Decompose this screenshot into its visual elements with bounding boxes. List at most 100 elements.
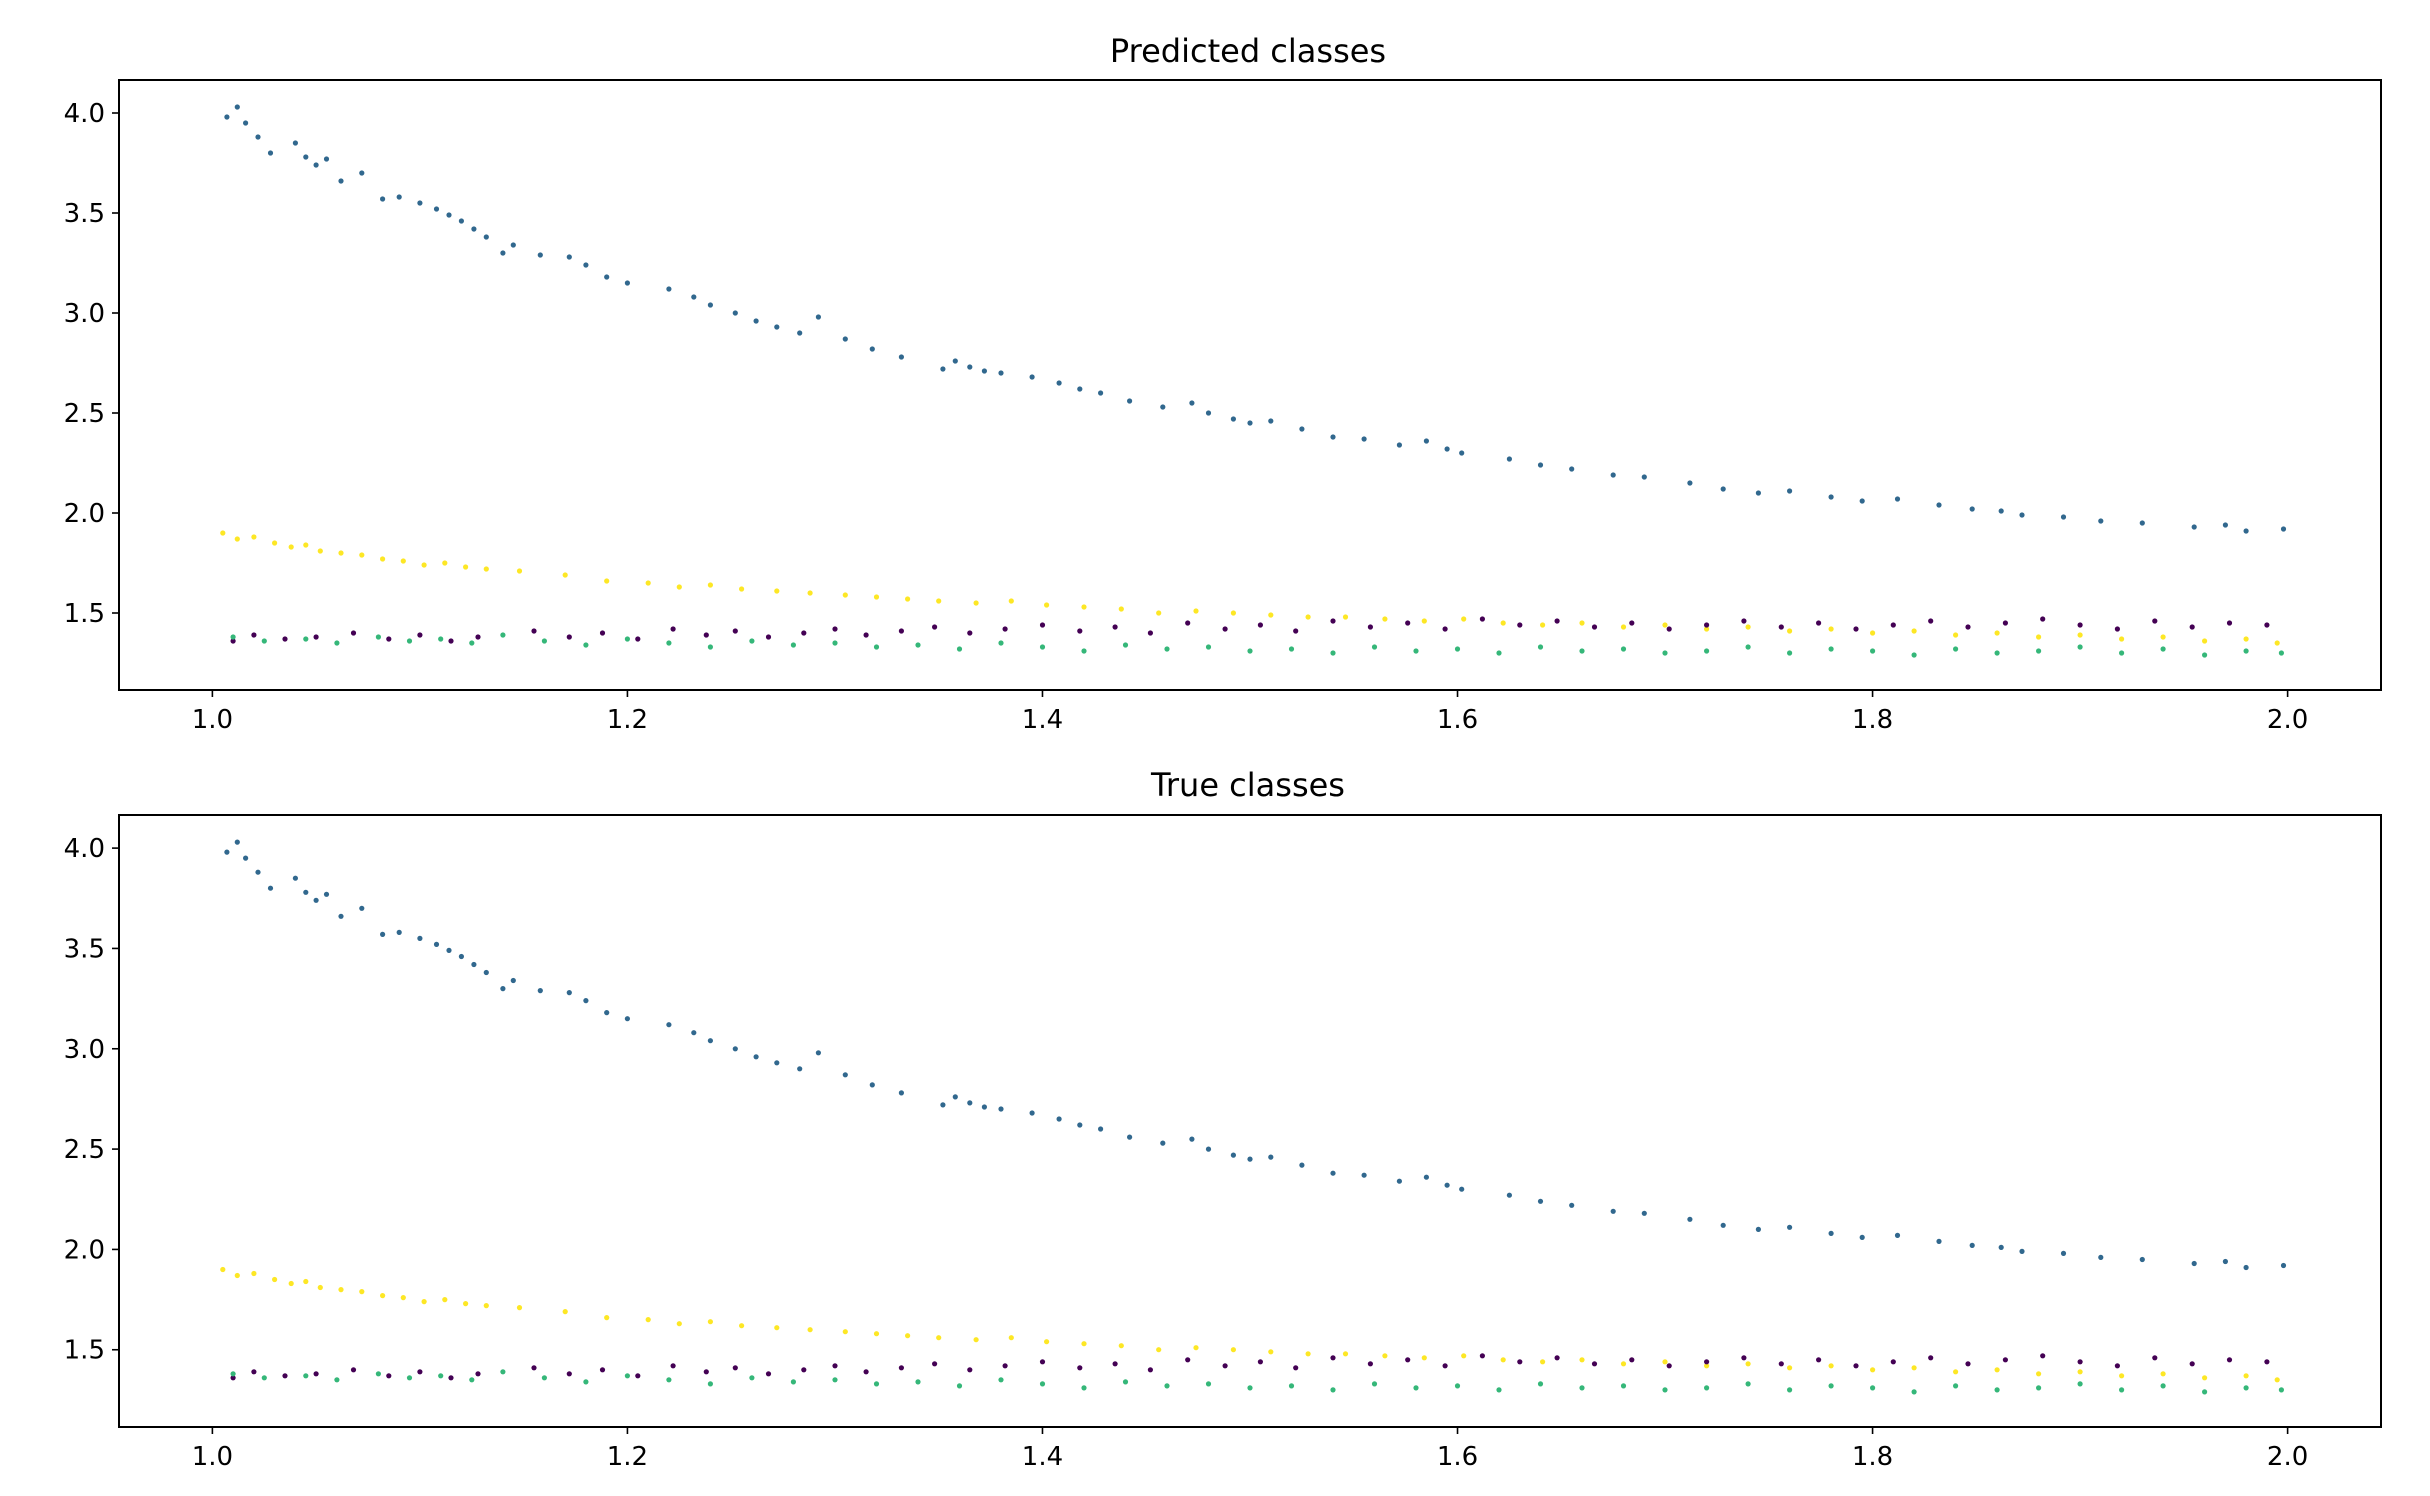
scatter-point bbox=[359, 552, 365, 558]
scatter-point bbox=[510, 242, 516, 248]
scatter-point bbox=[604, 274, 610, 280]
y-tick-label: 2.5 bbox=[64, 1135, 105, 1165]
scatter-point bbox=[666, 640, 672, 646]
scatter-point bbox=[1778, 1361, 1784, 1367]
scatter-point bbox=[442, 1297, 448, 1303]
scatter-point bbox=[842, 1072, 848, 1078]
scatter-point bbox=[1687, 480, 1693, 486]
scatter-point bbox=[2098, 518, 2104, 524]
scatter-point bbox=[1112, 624, 1118, 630]
scatter-point bbox=[458, 953, 464, 960]
y-tick-label: 3.5 bbox=[64, 934, 105, 964]
scatter-point bbox=[500, 632, 506, 638]
scatter-point bbox=[1098, 390, 1104, 396]
scatter-point bbox=[1741, 618, 1747, 624]
scatter-point bbox=[1953, 632, 1959, 638]
scatter-point bbox=[1890, 1359, 1896, 1365]
scatter-point bbox=[1928, 1355, 1934, 1361]
scatter-point bbox=[396, 194, 402, 200]
scatter-point bbox=[1936, 502, 1942, 508]
scatter-point bbox=[2114, 626, 2120, 632]
scatter-point bbox=[1816, 620, 1822, 626]
scatter-point bbox=[707, 582, 714, 588]
scatter-point bbox=[2077, 632, 2083, 638]
scatter-point bbox=[583, 642, 589, 648]
scatter-point bbox=[1039, 644, 1046, 650]
scatter-point bbox=[952, 358, 958, 364]
scatter-point bbox=[1969, 1242, 1975, 1248]
scatter-point bbox=[261, 1375, 267, 1381]
scatter-point bbox=[303, 542, 309, 548]
scatter-point bbox=[2278, 650, 2284, 656]
scatter-point bbox=[282, 1373, 288, 1379]
y-tick-label: 4.0 bbox=[64, 834, 105, 864]
scatter-point bbox=[386, 1373, 392, 1379]
scatter-point bbox=[1479, 1353, 1485, 1359]
x-tick-label: 1.2 bbox=[607, 705, 648, 735]
scatter-point bbox=[483, 234, 489, 240]
scatter-point bbox=[1189, 400, 1195, 406]
scatter-point bbox=[323, 156, 330, 162]
scatter-point bbox=[2202, 652, 2208, 658]
scatter-point bbox=[873, 1381, 880, 1387]
predicted-classes-panel: Predicted classes 1.0 1.2 1.4 1.6 1.8 2.0 1.5 2… bbox=[64, 32, 2382, 735]
x-tick-label: 1.6 bbox=[1437, 705, 1478, 735]
scatter-point bbox=[753, 1054, 759, 1060]
scatter-point bbox=[583, 1379, 589, 1385]
scatter-point bbox=[2243, 1264, 2249, 1271]
scatter-point bbox=[936, 1335, 942, 1341]
scatter-point bbox=[566, 990, 572, 996]
scatter-point bbox=[1778, 624, 1784, 630]
scatter-point bbox=[421, 562, 427, 568]
scatter-point bbox=[475, 634, 481, 640]
scatter-point bbox=[707, 302, 714, 308]
scatter-point bbox=[380, 931, 386, 938]
y-tick-label: 3.0 bbox=[64, 1035, 105, 1065]
scatter-point bbox=[691, 294, 697, 300]
scatter-point bbox=[1662, 622, 1668, 628]
scatter-point bbox=[1247, 648, 1253, 654]
scatter-point bbox=[1193, 608, 1199, 614]
scatter-point bbox=[2139, 1256, 2145, 1263]
x-tick-label: 1.4 bbox=[1022, 705, 1063, 735]
scatter-point bbox=[624, 1373, 631, 1379]
scatter-point bbox=[1405, 1357, 1411, 1363]
scatter-point bbox=[1299, 426, 1305, 432]
scatter-point bbox=[303, 1278, 309, 1285]
panel-title: True classes bbox=[1150, 766, 1345, 804]
scatter-point bbox=[1591, 624, 1598, 630]
scatter-point bbox=[1629, 1357, 1635, 1363]
scatter-point bbox=[1662, 650, 1668, 656]
scatter-point bbox=[251, 632, 257, 638]
scatter-point bbox=[1454, 646, 1461, 652]
scatter-point bbox=[1077, 386, 1083, 392]
scatter-point bbox=[1662, 1387, 1668, 1393]
scatter-point bbox=[1330, 650, 1336, 656]
scatter-point bbox=[790, 642, 797, 648]
scatter-point bbox=[624, 1016, 631, 1022]
scatter-point bbox=[2222, 522, 2228, 528]
scatter-point bbox=[1421, 1355, 1427, 1361]
scatter-point bbox=[1044, 1339, 1050, 1345]
scatter-point bbox=[749, 1375, 755, 1381]
scatter-point bbox=[500, 1369, 506, 1375]
scatter-point bbox=[691, 1030, 697, 1036]
scatter-point bbox=[230, 1371, 236, 1377]
scatter-point bbox=[2160, 646, 2166, 652]
scatter-point bbox=[2036, 634, 2042, 640]
scatter-point bbox=[1288, 646, 1295, 652]
scatter-point bbox=[1500, 1357, 1506, 1363]
scatter-point bbox=[1305, 1351, 1311, 1357]
scatter-point bbox=[1077, 1365, 1083, 1371]
scatter-point bbox=[2040, 616, 2046, 622]
scatter-point bbox=[1330, 1355, 1336, 1361]
scatter-point bbox=[749, 638, 755, 644]
scatter-point bbox=[448, 638, 454, 644]
scatter-point bbox=[1205, 1381, 1212, 1387]
scatter-point bbox=[1330, 1170, 1336, 1176]
scatter-point bbox=[998, 1377, 1004, 1383]
scatter-point bbox=[433, 206, 440, 212]
scatter-point bbox=[359, 905, 365, 911]
scatter-point bbox=[1127, 1134, 1133, 1140]
x-tick-label: 1.2 bbox=[607, 1442, 648, 1472]
